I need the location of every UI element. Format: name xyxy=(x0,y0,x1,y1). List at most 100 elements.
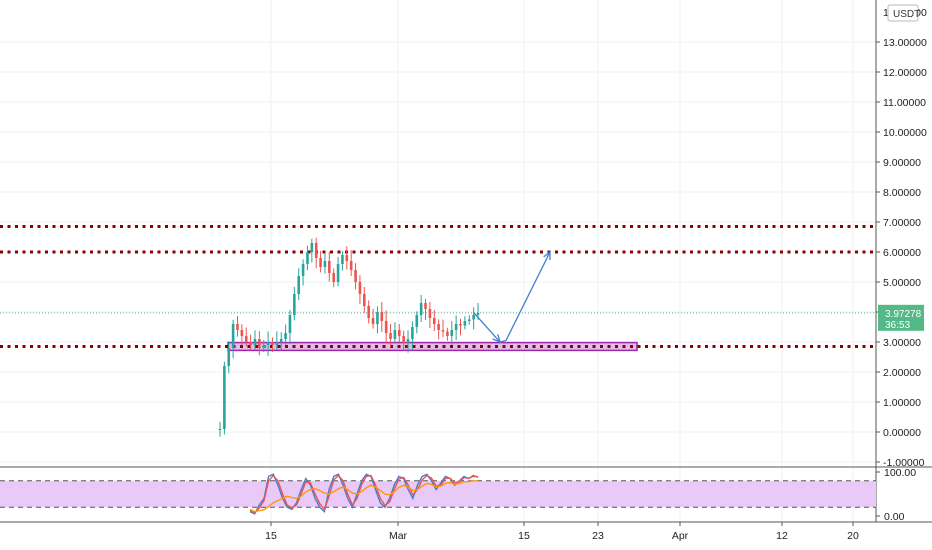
candle-body xyxy=(345,255,349,261)
price-tick-label: 6.00000 xyxy=(883,247,921,259)
price-tick-label: 11.00000 xyxy=(883,97,926,109)
candle-body xyxy=(472,315,475,320)
last-price-label: 3.97278 xyxy=(885,309,922,320)
candle-body xyxy=(397,330,401,336)
candle-body xyxy=(459,324,462,326)
candle-body xyxy=(363,294,366,306)
candle-body xyxy=(275,342,279,345)
candle-body xyxy=(279,339,283,342)
oscillator-line-k xyxy=(249,473,479,515)
candle-body xyxy=(240,330,244,336)
support-zone xyxy=(227,341,638,352)
candle-body xyxy=(476,312,480,315)
candle-body xyxy=(463,321,467,326)
candle-body xyxy=(314,243,318,258)
candle-body xyxy=(293,294,296,315)
projection-arrow xyxy=(473,250,551,344)
candle-body xyxy=(349,261,353,270)
candle-body xyxy=(402,336,405,344)
candle-body xyxy=(376,312,379,324)
candle-body xyxy=(319,258,322,267)
time-axis[interactable]: 15 Mar 15 23 Apr 12 20 xyxy=(265,522,859,542)
candle-body xyxy=(244,336,248,342)
candle-body xyxy=(467,319,471,321)
time-tick-label: 23 xyxy=(592,530,604,542)
oscillator-line-d xyxy=(249,474,479,514)
candle-body xyxy=(332,273,335,282)
candle-body xyxy=(301,264,305,276)
candle-body xyxy=(236,324,239,330)
candle-body xyxy=(437,324,440,330)
candle-body xyxy=(284,333,287,339)
projection-arrowhead-down xyxy=(492,334,501,344)
projection-arrowhead-up xyxy=(543,250,551,261)
candle-body xyxy=(227,348,231,366)
candle-body xyxy=(253,339,257,345)
price-tick-label: 5.00000 xyxy=(883,277,921,289)
candle-body xyxy=(446,331,449,336)
price-tick-label: 0.00000 xyxy=(883,427,921,439)
time-tick-label: Mar xyxy=(389,530,408,542)
currency-badge xyxy=(887,4,919,22)
candle-body xyxy=(288,315,292,333)
time-tick-label: 20 xyxy=(847,530,859,542)
candle-body xyxy=(371,318,375,324)
candle-body xyxy=(341,255,344,264)
osc-tick-label: 0.00 xyxy=(884,511,905,523)
price-tick-label: 3.00000 xyxy=(883,337,921,349)
candle-body xyxy=(218,429,222,430)
candle-body xyxy=(428,309,432,318)
osc-tick-label: 100.00 xyxy=(884,467,916,479)
candle-body xyxy=(432,318,436,324)
support-zone-layer xyxy=(227,341,638,352)
price-tick-label: 10.00000 xyxy=(883,127,927,139)
candle-body xyxy=(323,261,327,267)
candle-body xyxy=(450,330,454,336)
time-tick-label: 12 xyxy=(776,530,788,542)
price-tick-label: 1.00000 xyxy=(883,397,921,409)
last-price-badge xyxy=(878,304,924,331)
candle-body xyxy=(415,315,419,327)
currency-label: USDT xyxy=(893,9,920,20)
candle-body xyxy=(354,270,357,282)
candle-body xyxy=(328,261,331,273)
price-tick-label: 13.00000 xyxy=(883,37,927,49)
candle-body xyxy=(336,264,340,282)
candle-body xyxy=(419,303,423,315)
price-tick-label: 7.00000 xyxy=(883,217,921,229)
candle-body xyxy=(454,324,458,330)
projection-path xyxy=(473,251,551,343)
time-tick-label: 15 xyxy=(265,530,277,542)
oscillator-band xyxy=(0,480,876,508)
price-tick-label: 8.00000 xyxy=(883,187,921,199)
oscillator-line-signal xyxy=(249,480,478,513)
horizontal-levels xyxy=(0,225,876,348)
candle-body xyxy=(258,339,261,348)
price-axis[interactable]: -1.000000.000001.000002.000003.000004.00… xyxy=(876,4,927,523)
candle-body xyxy=(266,342,270,345)
candle-body xyxy=(380,312,384,321)
candle-body xyxy=(406,339,410,344)
candle-body xyxy=(223,366,226,429)
time-tick-label: Apr xyxy=(672,530,689,542)
candle-body xyxy=(411,327,414,339)
candle-body xyxy=(262,345,266,348)
candle-body xyxy=(384,321,388,333)
candle-body xyxy=(271,342,274,345)
grid-lines xyxy=(0,0,932,523)
candle-body xyxy=(389,333,392,339)
oscillator-pane xyxy=(0,473,876,515)
candle-body xyxy=(424,303,427,309)
candle-body xyxy=(306,252,309,264)
candle-body xyxy=(249,342,252,345)
price-candles xyxy=(218,237,480,437)
candle-body xyxy=(367,306,370,318)
price-tick-label: -1.00000 xyxy=(883,457,925,469)
candle-body xyxy=(441,330,445,332)
time-tick-label: 15 xyxy=(518,530,530,542)
candle-body xyxy=(310,243,314,252)
price-tick-label: 9.00000 xyxy=(883,157,921,169)
candle-body xyxy=(358,282,362,294)
